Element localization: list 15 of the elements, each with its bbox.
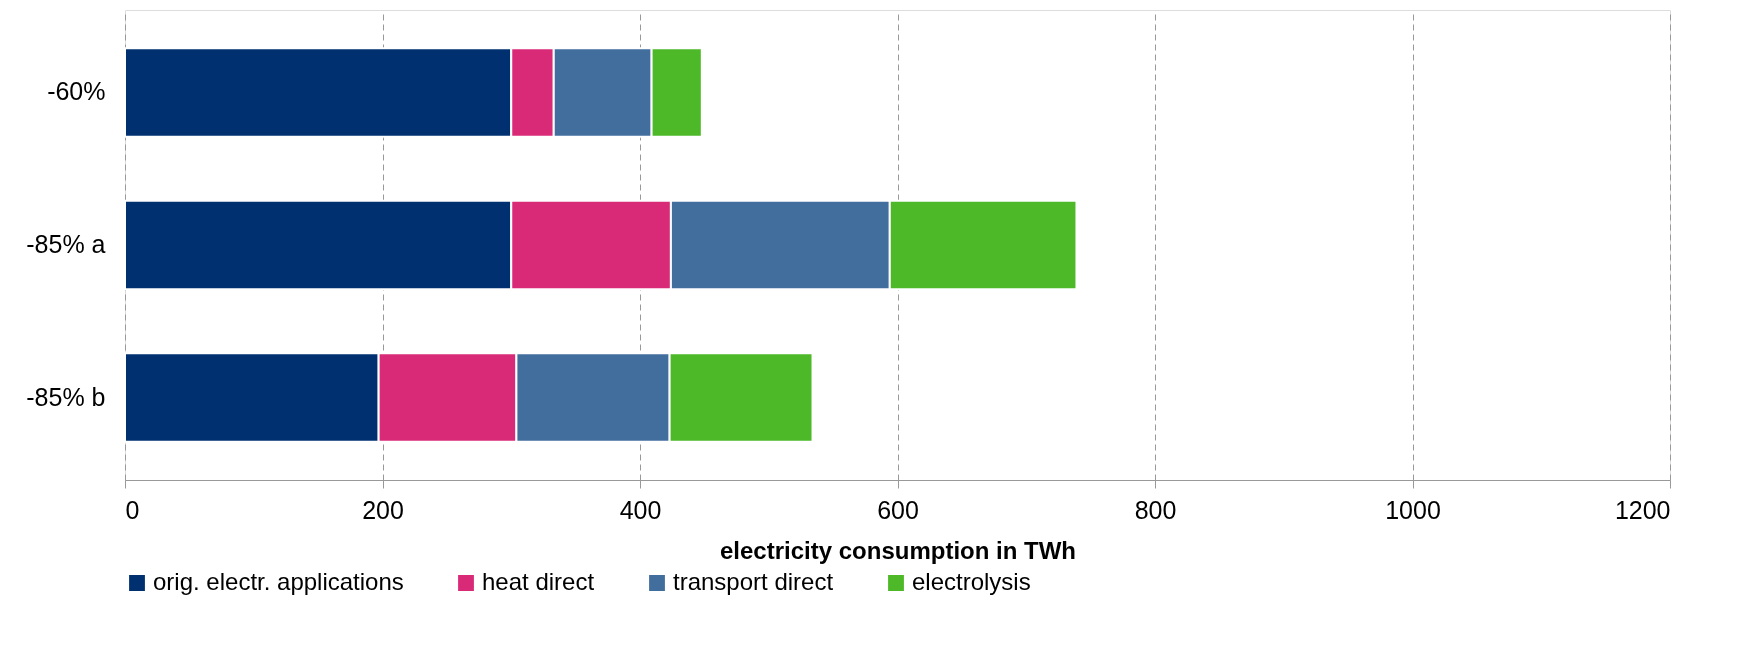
legend-label: transport direct [673, 568, 834, 595]
x-tick-label: 600 [877, 495, 919, 524]
x-tick-label: 0 [125, 495, 140, 524]
x-tick-label: 1000 [1385, 495, 1441, 524]
y-tick-label: -85% a [26, 230, 106, 258]
x-tick-label: 1200 [1614, 495, 1671, 524]
y-tick-label: -85% b [26, 382, 106, 411]
legend-label: electrolysis [912, 568, 1031, 595]
legend-label: orig. electr. applications [153, 568, 404, 595]
x-tick-label: 800 [1134, 495, 1177, 524]
legend-label: heat direct [482, 568, 595, 595]
y-tick-label: -60% [47, 77, 106, 106]
x-tick-label: 200 [362, 495, 404, 524]
x-axis-title: electricity consumption in TWh [719, 536, 1077, 564]
x-tick-label: 400 [619, 495, 662, 524]
